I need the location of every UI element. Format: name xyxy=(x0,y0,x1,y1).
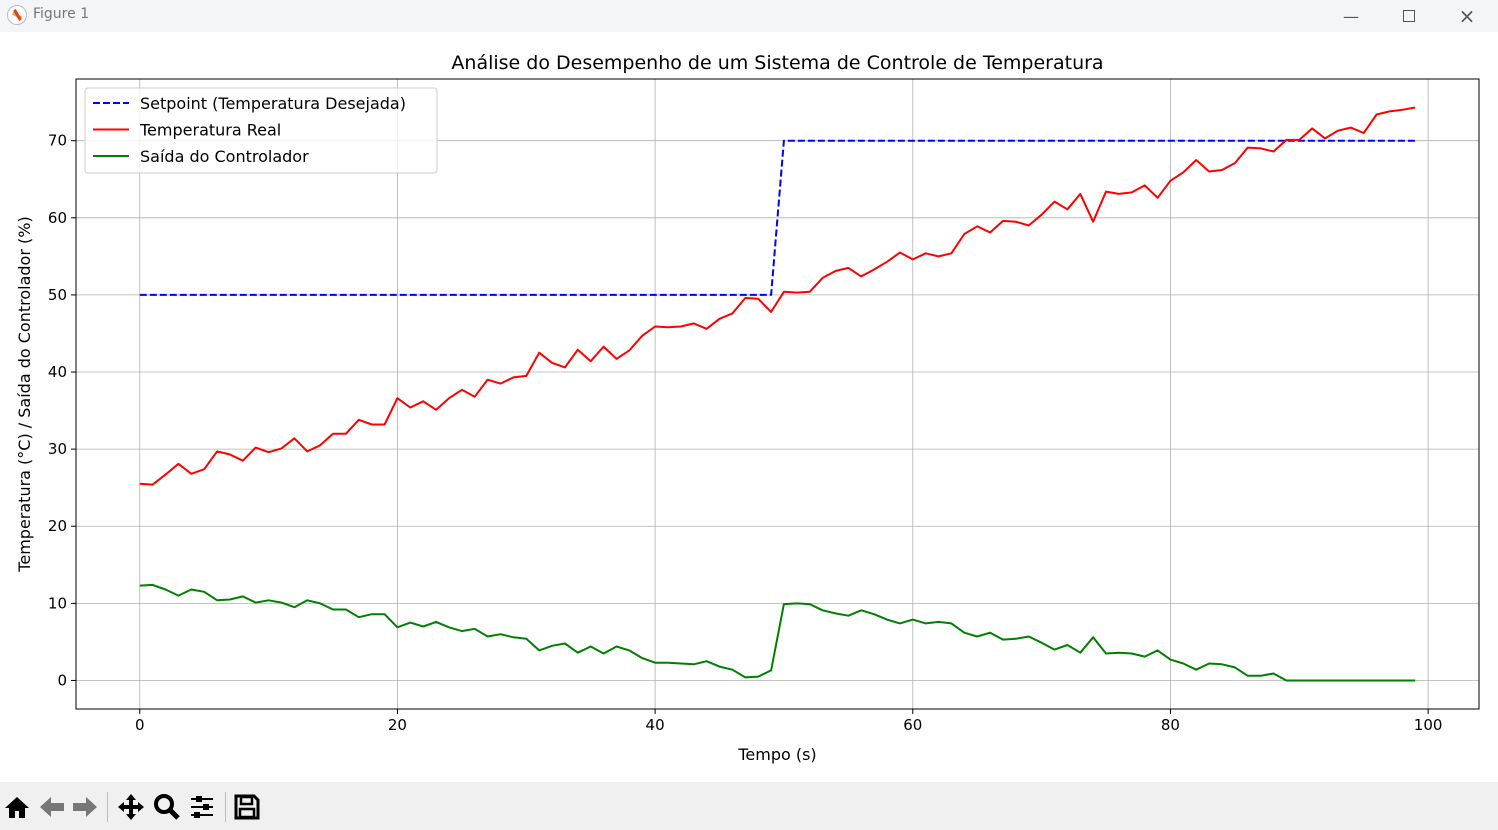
configure-subplots-icon xyxy=(191,796,213,818)
minimize-icon: — xyxy=(1343,6,1359,26)
x-tick-label: 0 xyxy=(135,716,145,734)
series-line-1 xyxy=(139,106,1416,486)
legend-label-2: Saída do Controlador xyxy=(140,147,309,166)
series-line-2 xyxy=(139,583,1416,682)
x-axis-label: Tempo (s) xyxy=(737,745,816,764)
x-tick-label: 60 xyxy=(903,716,922,734)
save-button[interactable] xyxy=(232,792,262,822)
y-tick-label: 20 xyxy=(48,517,67,535)
chart-title: Análise do Desempenho de um Sistema de C… xyxy=(451,52,1103,74)
navigation-toolbar xyxy=(0,782,1498,830)
series-line-0 xyxy=(139,139,1416,296)
y-tick-label: 40 xyxy=(48,363,67,381)
maximize-icon xyxy=(1403,10,1415,22)
window-titlebar: Figure 1 — × xyxy=(0,0,1498,32)
configure-subplots-button[interactable] xyxy=(187,792,217,822)
pan-button[interactable] xyxy=(116,792,146,822)
window-title: Figure 1 xyxy=(33,6,90,22)
axes-frame xyxy=(75,78,1480,710)
y-axis-label: Temperatura (°C) / Saída do Controlador … xyxy=(15,216,34,572)
x-tick-label: 20 xyxy=(388,716,407,734)
toolbar-separator xyxy=(107,792,108,822)
pan-move-icon xyxy=(118,794,144,820)
minimize-button[interactable]: — xyxy=(1328,0,1374,32)
legend-box xyxy=(84,87,438,174)
x-tick-label: 80 xyxy=(1161,716,1180,734)
toolbar-separator xyxy=(225,792,226,822)
x-tick-label: 40 xyxy=(646,716,665,734)
home-icon xyxy=(5,797,29,818)
home-button[interactable] xyxy=(2,792,32,822)
y-tick-label: 70 xyxy=(48,132,67,150)
figure-canvas: 0 20 40 60 80 100 0 10 20 30 40 50 60 70 Análise do De… xyxy=(0,32,1498,782)
zoom-magnifier-icon xyxy=(154,794,180,820)
y-tick-label: 60 xyxy=(48,209,67,227)
y-tick-label: 10 xyxy=(48,594,67,612)
forward-arrow-icon xyxy=(73,797,97,817)
back-button[interactable] xyxy=(37,792,67,822)
legend-label-1: Temperatura Real xyxy=(139,121,281,140)
zoom-button[interactable] xyxy=(152,792,182,822)
y-tick-label: 0 xyxy=(57,671,67,689)
maximize-button[interactable] xyxy=(1386,0,1432,32)
x-tick-label: 100 xyxy=(1414,716,1443,734)
matplotlib-logo-icon xyxy=(7,5,27,25)
y-tick-label: 50 xyxy=(48,286,67,304)
legend-label-0: Setpoint (Temperatura Desejada) xyxy=(140,94,406,113)
y-tick-label: 30 xyxy=(48,440,67,458)
forward-button[interactable] xyxy=(70,792,100,822)
back-arrow-icon xyxy=(40,797,64,817)
save-floppy-icon xyxy=(234,794,260,820)
close-icon: × xyxy=(1458,4,1476,28)
close-button[interactable]: × xyxy=(1444,0,1490,32)
